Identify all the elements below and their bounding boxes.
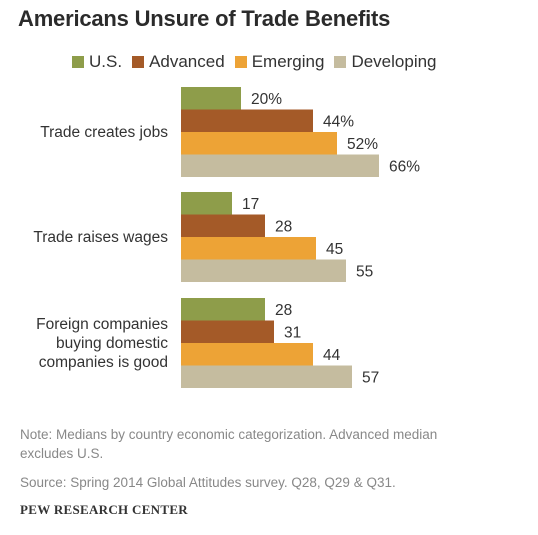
data-label: 44% <box>323 113 354 130</box>
bar-advanced <box>181 320 274 343</box>
legend-item-us: U.S. <box>72 52 122 72</box>
bar-us <box>181 192 232 215</box>
credit-logo: PEW RESEARCH CENTER <box>20 502 188 517</box>
legend-swatch-advanced <box>132 56 145 68</box>
legend-item-advanced: Advanced <box>132 52 225 72</box>
legend-swatch-developing <box>334 56 347 68</box>
bar-emerging <box>181 132 337 155</box>
data-label: 57 <box>362 369 379 386</box>
data-label: 17 <box>242 196 259 213</box>
data-label: 20% <box>251 91 282 108</box>
category-label: Trade raises wages <box>33 229 168 246</box>
data-label: 31 <box>284 324 301 341</box>
legend-label-developing: Developing <box>351 52 437 71</box>
data-label: 66% <box>389 158 420 175</box>
legend-swatch-emerging <box>234 56 247 68</box>
bar-emerging <box>181 343 313 366</box>
bar-advanced <box>181 109 313 132</box>
bar-emerging <box>181 237 316 260</box>
legend-label-emerging: Emerging <box>251 52 325 71</box>
legend-label-us: U.S. <box>89 52 123 71</box>
legend: U.S. Advanced Emerging Developing <box>72 50 447 74</box>
data-label: 45 <box>326 241 343 258</box>
data-label: 55 <box>356 263 373 280</box>
bar-developing <box>181 259 346 282</box>
chart-note: Note: Medians by country economic catego… <box>20 427 438 461</box>
data-label: 44 <box>323 347 341 364</box>
chart-source: Source: Spring 2014 Global Attitudes sur… <box>20 475 396 490</box>
data-label: 28 <box>275 218 292 235</box>
category-label: Trade creates jobs <box>40 124 168 141</box>
data-label: 28 <box>275 302 292 319</box>
bar-us <box>181 87 241 110</box>
legend-swatch-us <box>72 56 84 68</box>
legend-item-developing: Developing <box>334 52 437 72</box>
legend-label-advanced: Advanced <box>149 52 225 71</box>
bar-us <box>181 298 265 321</box>
legend-item-emerging: Emerging <box>234 52 325 72</box>
data-label: 52% <box>347 136 378 153</box>
bar-advanced <box>181 214 265 237</box>
bar-developing <box>181 154 379 177</box>
bar-chart: Trade creates jobs 20% 44% 52% 66% Trade rais… <box>33 87 420 388</box>
category-label: Foreign companies buying domestic companie… <box>36 316 168 371</box>
chart-title: Americans Unsure of Trade Benefits <box>18 6 391 31</box>
bar-developing <box>181 365 352 388</box>
